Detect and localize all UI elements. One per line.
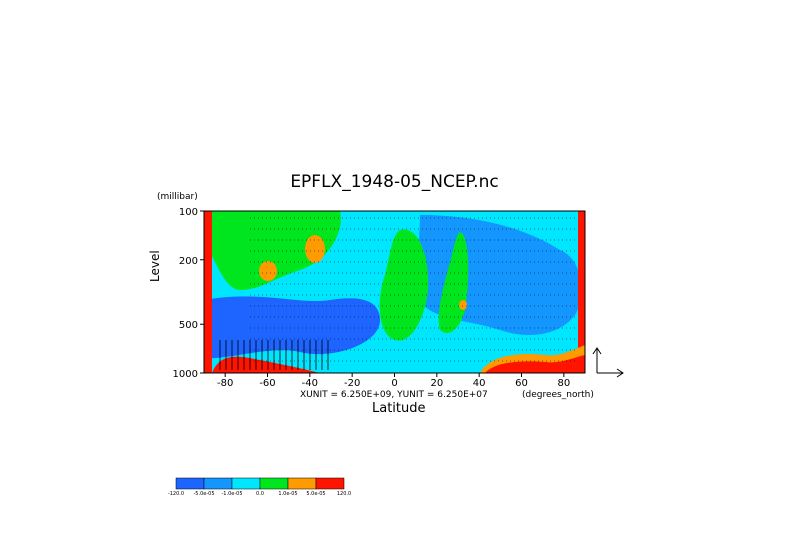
vector-scale-label: XUNIT = 6.250E+09, YUNIT = 6.250E+07	[300, 390, 488, 400]
colorbar-swatch	[287, 477, 317, 490]
ref-vector-vertical-head	[592, 347, 602, 355]
region-orange-60S	[259, 261, 277, 281]
x-tick-label: 80	[557, 378, 570, 389]
x-tick-label: 20	[430, 378, 443, 389]
region-north-surface-red	[485, 355, 585, 373]
colorbar-swatch	[231, 477, 261, 490]
x-tick-label: 40	[473, 378, 486, 389]
x-tick-label: -40	[302, 378, 318, 389]
ref-vector-horizontal-head	[616, 368, 624, 378]
chart-title: EPFLX_1948-05_NCEP.nc	[290, 172, 499, 192]
x-tick-label: -80	[217, 378, 233, 389]
x-tick-label: 0	[391, 378, 397, 389]
region-south-surface-red	[212, 356, 320, 373]
colorbar-swatch	[315, 477, 345, 490]
y-tick-label: 500	[179, 320, 198, 331]
y-tick-label: 200	[179, 256, 198, 267]
region-south-green	[204, 211, 341, 290]
heatmap-fill	[204, 211, 585, 373]
region-north-edge	[578, 211, 585, 373]
colorbar-label: 0.0	[256, 491, 264, 497]
colorbar-label: 5.0e-05	[306, 491, 325, 497]
colorbar-label: -5.0e-05	[194, 491, 215, 497]
region-south-edge	[204, 211, 212, 373]
colorbar-swatch	[175, 477, 205, 490]
region-orange-45S	[305, 235, 325, 263]
y-axis-unit: (millibar)	[157, 192, 198, 202]
colorbar-label: -1.0e-05	[222, 491, 243, 497]
x-tick-label: -60	[259, 378, 275, 389]
y-tick-label: 100	[179, 207, 198, 218]
x-axis-label: Latitude	[372, 401, 426, 416]
y-tick-label: 1000	[173, 369, 198, 380]
region-tropical-green	[379, 229, 429, 341]
x-tick-label: 60	[515, 378, 528, 389]
colorbar-label: 1.0e-05	[278, 491, 297, 497]
x-tick-label: -20	[344, 378, 360, 389]
colorbar-label: -120.0	[168, 491, 184, 497]
colorbar-swatch	[259, 477, 289, 490]
x-axis-unit: (degrees_north)	[522, 390, 594, 400]
region-orange-small	[459, 300, 467, 310]
colorbar-label: 120.0	[337, 491, 351, 497]
region-south-negative	[204, 296, 380, 359]
colorbar-swatch	[203, 477, 233, 490]
